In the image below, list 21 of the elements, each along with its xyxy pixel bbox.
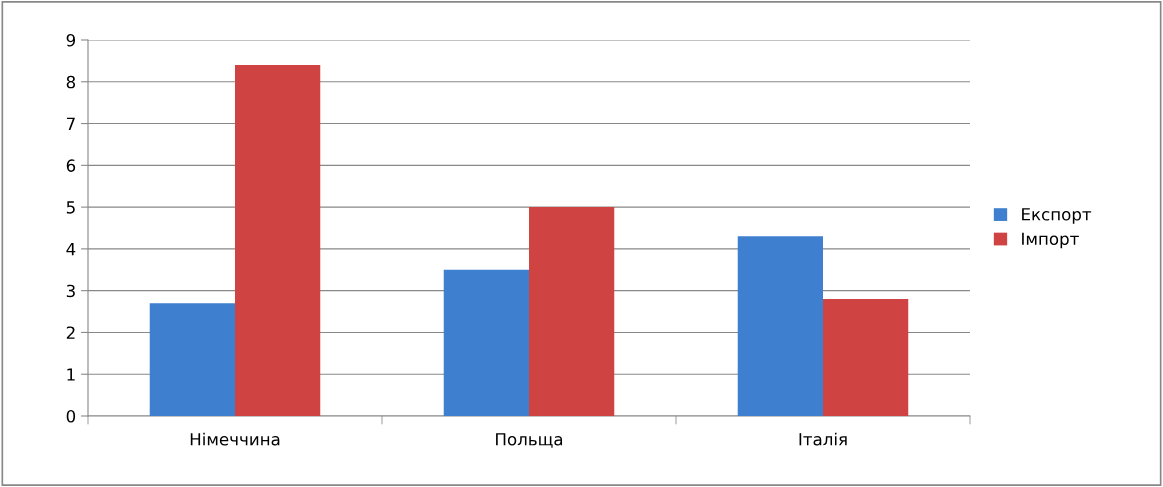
y-tick-label: 4 — [66, 243, 76, 256]
y-tick-label: 9 — [66, 33, 76, 47]
y-tick-label: 7 — [66, 117, 75, 130]
x-tick-label: Італія — [799, 432, 847, 446]
y-tick-label: 5 — [66, 201, 75, 214]
bar — [443, 269, 529, 416]
legend-label: Імпорт — [1022, 232, 1079, 249]
bar — [529, 207, 615, 416]
y-tick-label: 8 — [66, 75, 76, 89]
bar — [235, 65, 321, 416]
bar — [737, 236, 823, 416]
x-tick-label: Польща — [496, 433, 563, 448]
y-tick-label: 2 — [66, 326, 75, 339]
y-tick-label: 6 — [66, 159, 76, 172]
bar — [823, 299, 909, 416]
bar — [149, 303, 235, 416]
x-tick-label: Німеччина — [190, 432, 280, 446]
legend-label: Експорт — [1022, 208, 1092, 224]
y-tick-label: 3 — [66, 284, 75, 298]
y-tick-label: 1 — [67, 368, 75, 381]
y-tick-label: 0 — [66, 409, 76, 423]
